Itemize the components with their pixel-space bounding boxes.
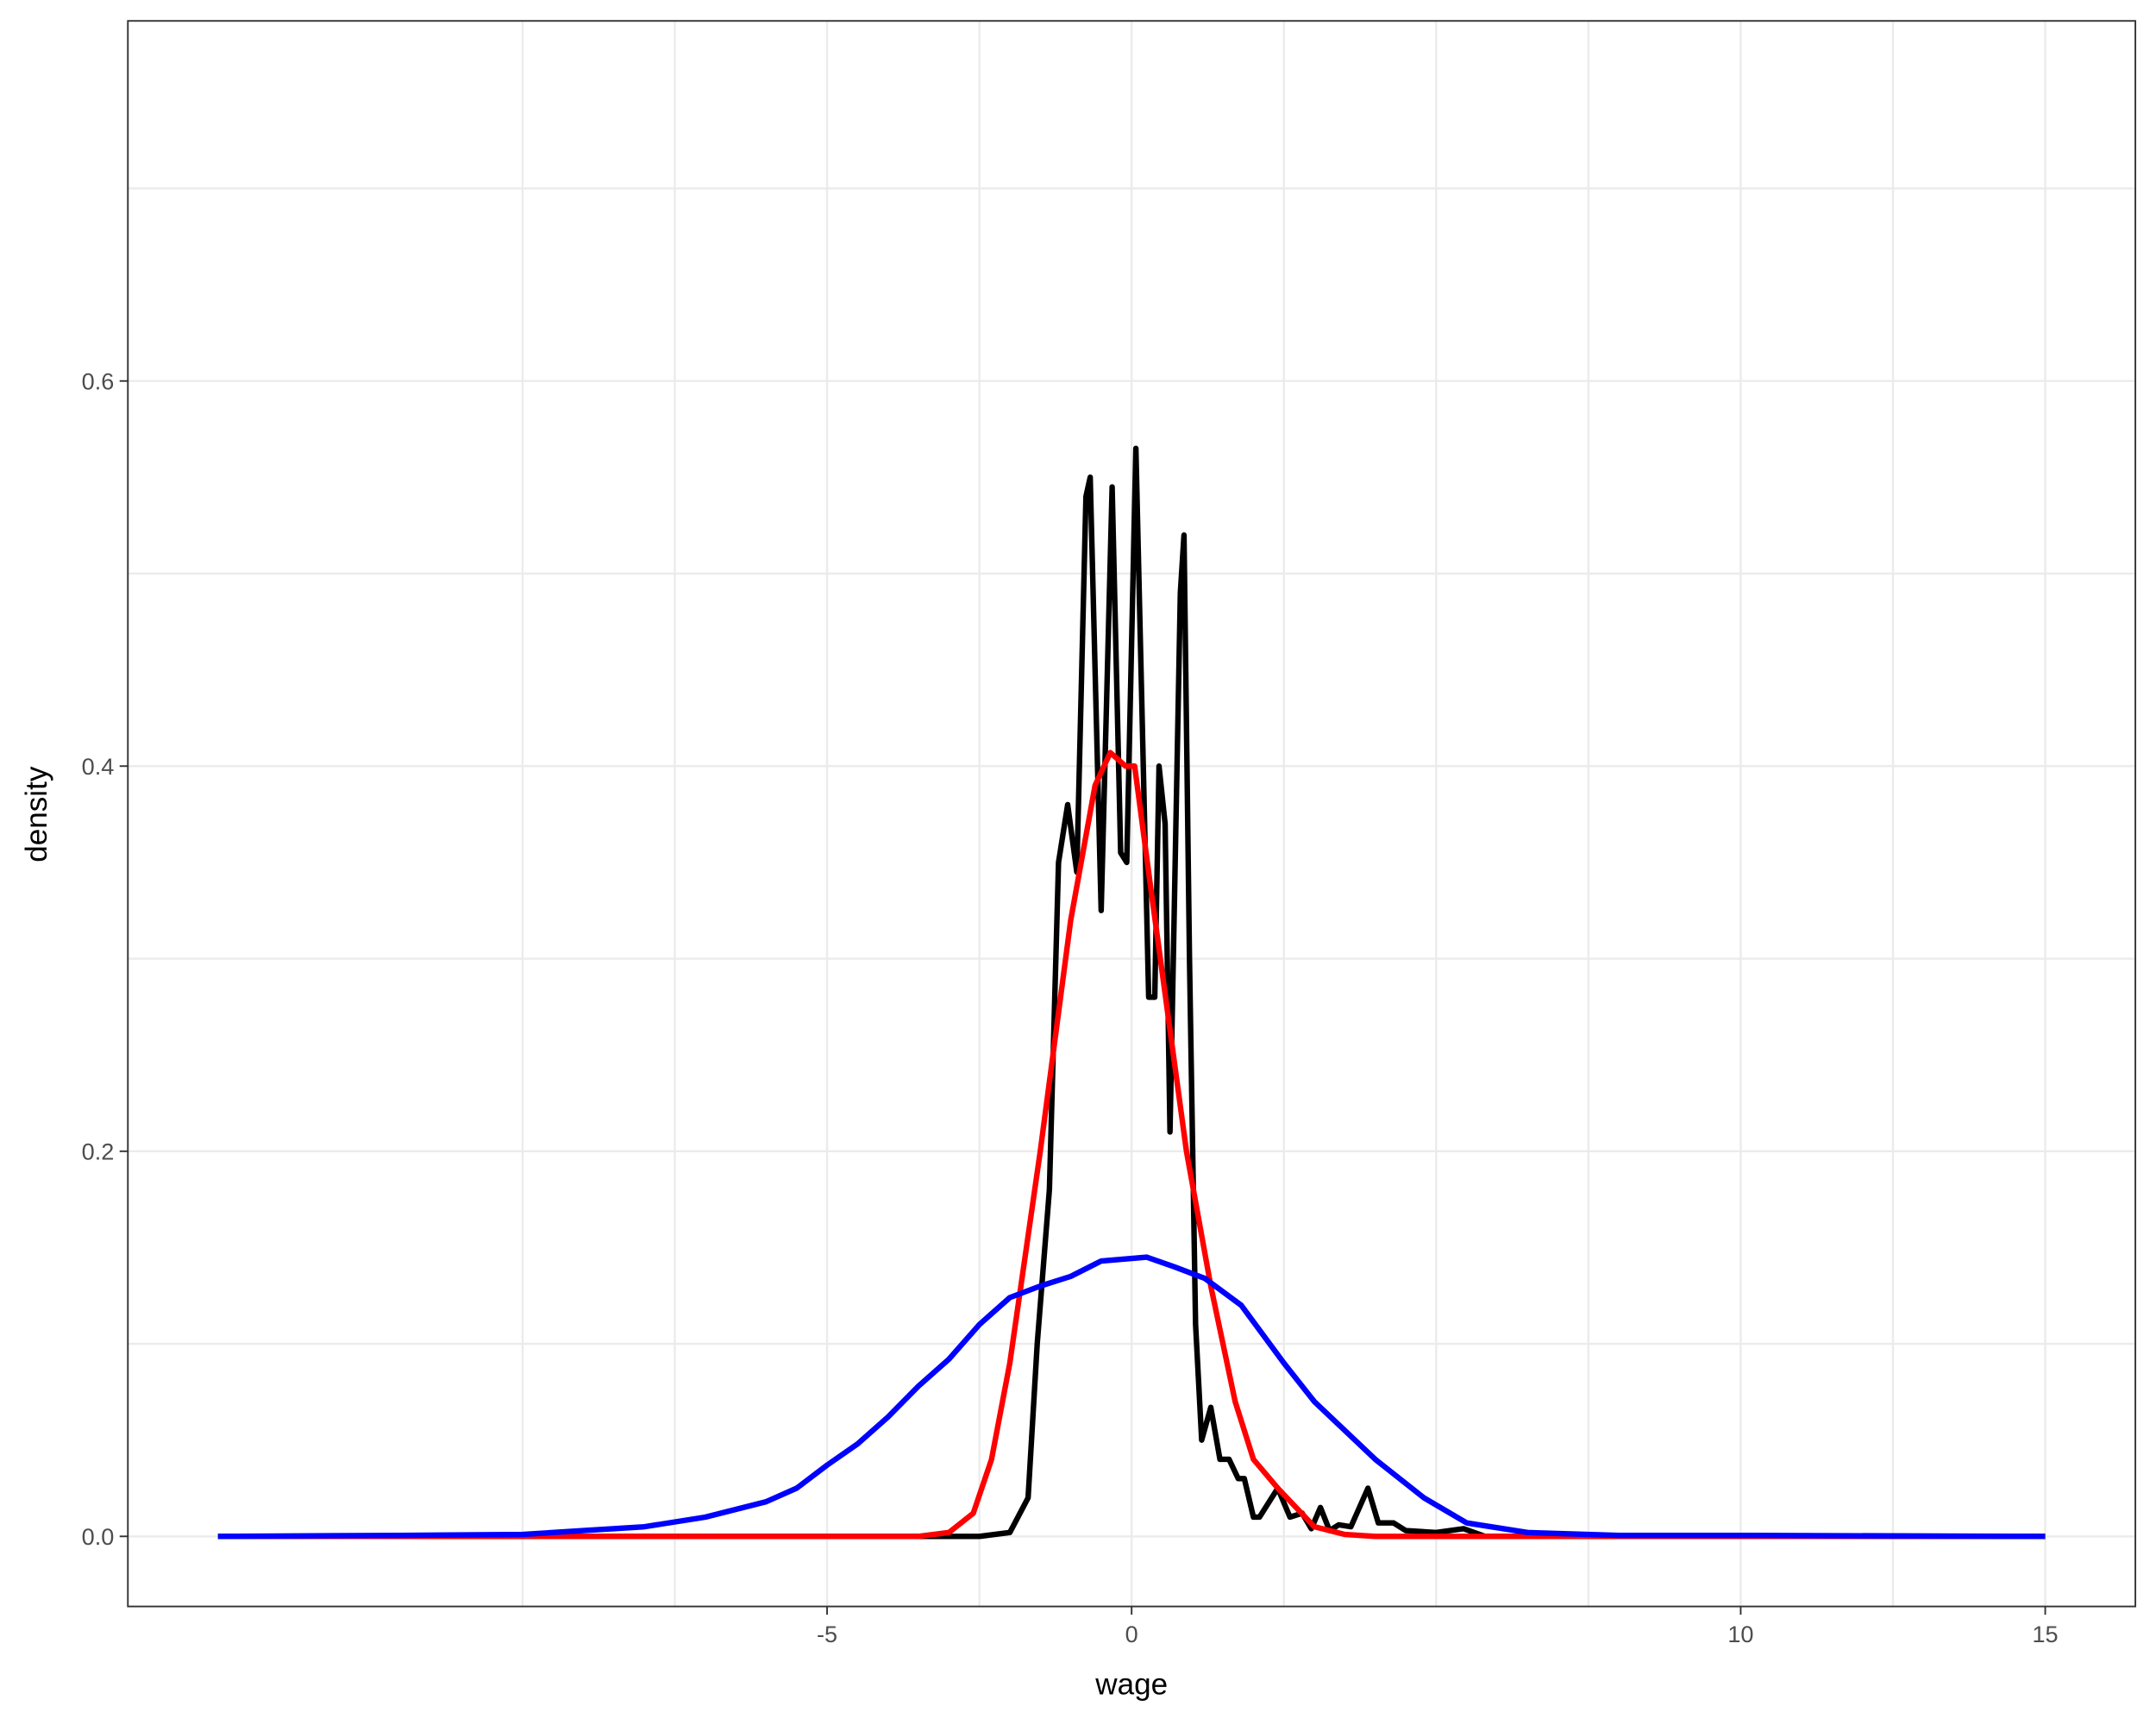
y-tick-label: 0.6	[82, 367, 115, 394]
y-tick-label: 0.0	[82, 1523, 115, 1550]
x-tick-label: 10	[1727, 1621, 1753, 1647]
x-axis-title: wage	[1094, 1668, 1168, 1702]
y-axis-title: density	[20, 766, 53, 862]
x-tick-label: -5	[817, 1621, 837, 1647]
density-line	[217, 750, 2046, 1540]
y-tick-label: 0.4	[82, 753, 115, 780]
axes: -5 0 10 15 0.0 0.2 0.4 0.6	[82, 367, 2059, 1647]
y-tick-label: 0.2	[82, 1138, 115, 1164]
density-line	[217, 1254, 2046, 1540]
lines	[217, 445, 2046, 1540]
grid	[128, 21, 2136, 1607]
x-tick-label: 0	[1125, 1621, 1138, 1647]
x-tick-label: 15	[2032, 1621, 2058, 1647]
